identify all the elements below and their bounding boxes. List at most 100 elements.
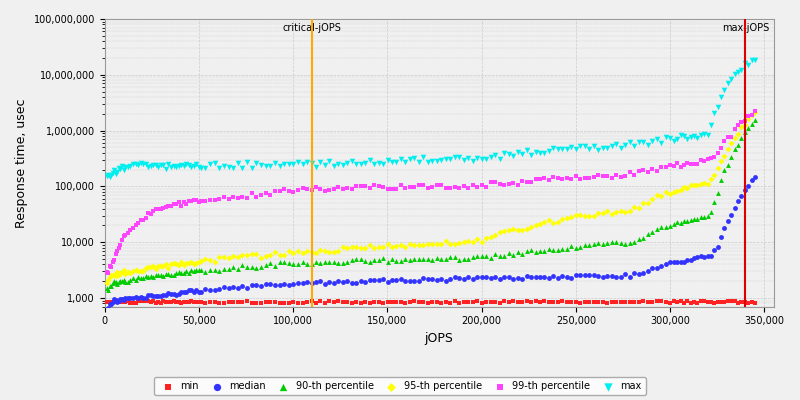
99-th percentile [363,185,376,192]
90-th percentile [732,142,745,148]
median [610,274,622,280]
max [722,80,734,86]
90-th percentile [745,120,758,127]
90-th percentile [561,246,574,252]
99-th percentile [350,183,362,190]
90-th percentile [702,213,714,219]
95-th percentile [538,218,551,225]
min [185,298,198,304]
median [574,272,586,278]
min [667,298,680,304]
max [583,146,596,153]
95-th percentile [684,182,697,189]
min [102,298,114,305]
median [494,276,506,282]
median [678,258,690,265]
95-th percentile [346,244,358,250]
95-th percentile [654,192,667,199]
max [529,149,542,155]
99-th percentile [702,156,714,162]
90-th percentile [659,224,672,230]
99-th percentile [413,182,426,189]
90-th percentile [642,230,654,237]
median [430,277,443,283]
median [694,253,707,259]
max [430,158,443,164]
95-th percentile [628,204,641,210]
99-th percentile [114,242,127,248]
min [466,298,479,305]
95-th percentile [193,259,206,265]
99-th percentile [458,183,470,190]
median [170,292,182,298]
95-th percentile [165,261,178,267]
95-th percentile [714,158,727,165]
max [250,160,262,166]
max [165,164,178,170]
min [403,299,416,305]
min [694,298,707,304]
median [358,278,371,285]
median [150,293,162,300]
90-th percentile [610,238,622,245]
95-th percentile [231,254,244,260]
95-th percentile [578,213,591,220]
90-th percentile [735,135,748,142]
90-th percentile [137,275,150,282]
max [708,110,721,116]
99-th percentile [614,174,627,180]
99-th percentile [106,259,119,266]
min [596,299,609,305]
min [722,298,734,304]
95-th percentile [610,208,622,215]
95-th percentile [174,259,187,266]
95-th percentile [725,140,738,146]
median [538,274,551,280]
90-th percentile [306,260,318,267]
median [632,271,645,277]
max [180,161,193,167]
95-th percentile [372,244,385,250]
min [193,299,206,305]
max [358,160,371,166]
90-th percentile [708,199,721,206]
min [688,298,701,305]
min [529,298,542,304]
max [193,164,206,170]
min [332,298,345,304]
min [718,298,731,305]
max [132,162,145,168]
95-th percentile [137,268,150,274]
median [350,279,362,286]
min [520,298,533,305]
99-th percentile [480,184,493,190]
95-th percentile [105,272,118,278]
min [725,298,738,304]
max [199,165,212,172]
min [502,299,515,305]
min [659,298,672,305]
90-th percentile [556,245,569,252]
99-th percentile [126,225,139,231]
95-th percentile [358,245,371,252]
min [241,298,254,304]
max [287,161,300,168]
90-th percentile [159,271,172,277]
95-th percentile [167,260,180,266]
90-th percentile [273,259,286,266]
99-th percentile [659,164,672,170]
90-th percentile [516,251,529,258]
99-th percentile [150,206,162,212]
90-th percentile [705,209,718,216]
median [157,292,170,298]
median [471,274,484,280]
99-th percentile [671,160,684,166]
95-th percentile [484,234,497,240]
max [728,71,741,77]
max [444,156,457,162]
99-th percentile [154,206,167,212]
90-th percentile [350,256,362,262]
95-th percentile [377,244,390,250]
median [458,276,470,282]
95-th percentile [408,242,421,248]
